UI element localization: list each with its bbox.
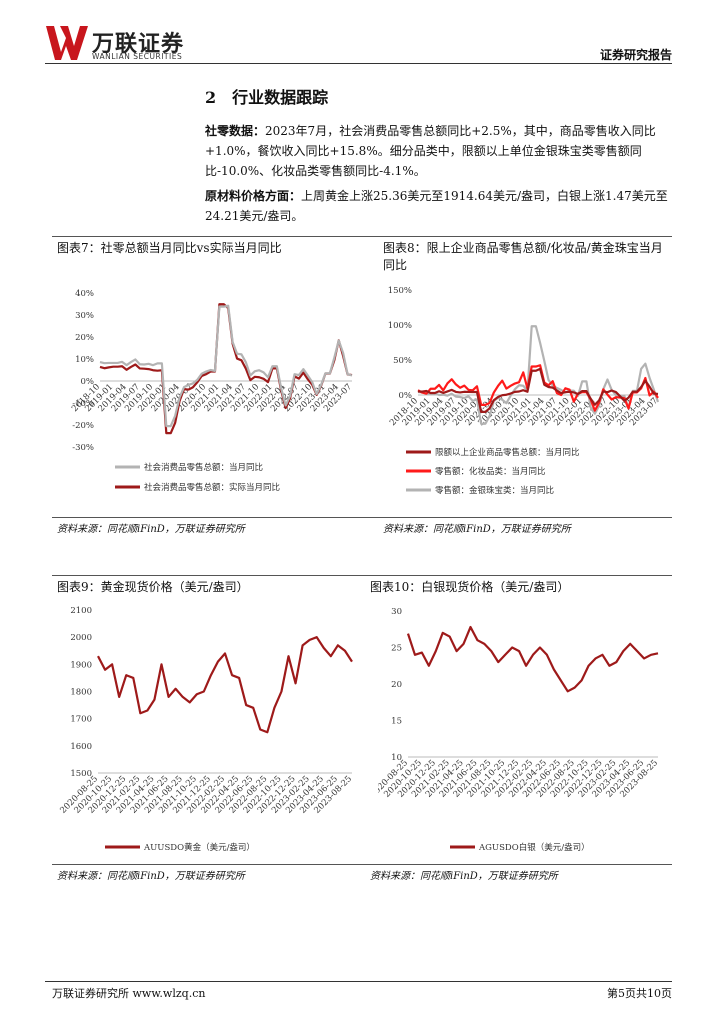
- y-tick-label: 1600: [70, 742, 92, 752]
- y-tick-label: 10%: [75, 355, 94, 365]
- chart: 10152025302020-08-252020-10-252020-12-25…: [378, 607, 660, 853]
- series-line: [417, 325, 660, 425]
- y-tick-label: 2100: [70, 606, 92, 616]
- y-tick-label: 1700: [70, 715, 92, 725]
- legend-label: 限额以上企业商品零售总额：当月同比: [435, 447, 580, 458]
- logo-text: 万联证券: [92, 32, 185, 57]
- paragraph: 原材料价格方面：上周黄金上涨25.36美元至1914.64美元/盎司，白银上涨1…: [205, 186, 673, 226]
- paragraph-label: 原材料价格方面：: [205, 189, 302, 203]
- legend-label: 社会消费品零售总额：当月同比: [144, 462, 263, 473]
- section-title: 2 行业数据跟踪: [205, 84, 328, 108]
- legend-label: AGUSDO白银（美元/盎司）: [478, 842, 590, 853]
- chart: 0%50%100%150%2018-102019-012019-042019-0…: [388, 286, 660, 496]
- chart-title: 图表8：限上企业商品零售总额/化妆品/黄金珠宝当月同比: [383, 241, 663, 272]
- footer-left: 万联证券研究所 www.wlzq.cn: [52, 987, 206, 1000]
- y-tick-label: 150%: [388, 286, 412, 296]
- source-rule: [52, 864, 672, 865]
- source: 资料来源：同花顺iFinD，万联证券研究所: [370, 871, 558, 882]
- y-tick-label: -10%: [72, 399, 94, 409]
- series-line: [99, 304, 353, 428]
- y-tick-label: 0%: [399, 391, 413, 401]
- header-rule: [45, 63, 672, 64]
- section-number: 2: [205, 88, 217, 107]
- y-tick-label: 30: [391, 607, 402, 617]
- y-tick-label: 1800: [70, 688, 92, 698]
- paragraph-text: 2023年7月，社会消费品零售总额同比+2.5%，其中，商品零售收入同比+1.0…: [205, 124, 656, 178]
- y-tick-label: 20%: [75, 333, 94, 343]
- source-rule: [52, 517, 672, 518]
- y-tick-label: 25: [391, 644, 402, 654]
- logo-subtext: WANLIAN SECURITIES: [92, 52, 183, 61]
- series-line: [417, 364, 659, 412]
- y-tick-label: 30%: [75, 311, 94, 321]
- page-number: 第5页共10页: [607, 987, 672, 1000]
- y-tick-label: -30%: [72, 443, 94, 453]
- source: 资料来源：同花顺iFinD，万联证券研究所: [383, 524, 571, 535]
- report-type: 证券研究报告: [599, 48, 672, 62]
- y-tick-label: 1500: [70, 769, 92, 779]
- paragraph: 社零数据：2023年7月，社会消费品零售总额同比+2.5%，其中，商品零售收入同…: [205, 121, 673, 181]
- series-line: [417, 367, 659, 413]
- chart-rule: [52, 575, 672, 576]
- y-tick-label: 2000: [70, 633, 92, 643]
- chart-title: 图表7：社零总额当月同比vs实际当月同比: [57, 241, 282, 255]
- logo-mark: [46, 26, 88, 60]
- source: 资料来源：同花顺iFinD，万联证券研究所: [57, 871, 245, 882]
- source: 资料来源：同花顺iFinD，万联证券研究所: [57, 524, 245, 535]
- chart: 15001600170018001900200021002020-08-2520…: [58, 606, 354, 853]
- y-tick-label: -20%: [72, 421, 94, 431]
- legend-label: 零售额：金银珠宝类：当月同比: [435, 485, 554, 496]
- y-tick-label: 20: [391, 680, 402, 690]
- legend-label: 社会消费品零售总额：实际当月同比: [144, 482, 280, 493]
- y-tick-label: 0%: [81, 377, 95, 387]
- paragraph-label: 社零数据：: [205, 124, 266, 138]
- footer-rule: [45, 981, 672, 982]
- y-tick-label: 15: [391, 717, 402, 727]
- chart-title: 图表10：白银现货价格（美元/盎司）: [370, 580, 570, 594]
- y-tick-label: 40%: [75, 289, 94, 299]
- paragraph-text: 上周黄金上涨25.36美元至1914.64美元/盎司，白银上涨1.47美元至24…: [205, 189, 668, 223]
- y-tick-label: 10: [391, 753, 402, 763]
- y-tick-label: 1900: [70, 660, 92, 670]
- series-line: [406, 625, 659, 693]
- chart-title: 图表9：黄金现货价格（美元/盎司）: [57, 580, 249, 594]
- y-tick-label: 100%: [388, 321, 412, 331]
- y-tick-label: 50%: [393, 356, 412, 366]
- legend-label: 零售额：化妆品类：当月同比: [435, 466, 546, 477]
- chart: -30%-20%-10%0%10%20%30%40%2018-102019-01…: [70, 289, 354, 493]
- logo-w: [46, 26, 88, 60]
- series-line: [97, 636, 353, 734]
- legend-label: AUUSDO黄金（美元/盎司）: [143, 842, 255, 853]
- section-text: 行业数据跟踪: [232, 88, 329, 107]
- chart-rule: [52, 236, 672, 237]
